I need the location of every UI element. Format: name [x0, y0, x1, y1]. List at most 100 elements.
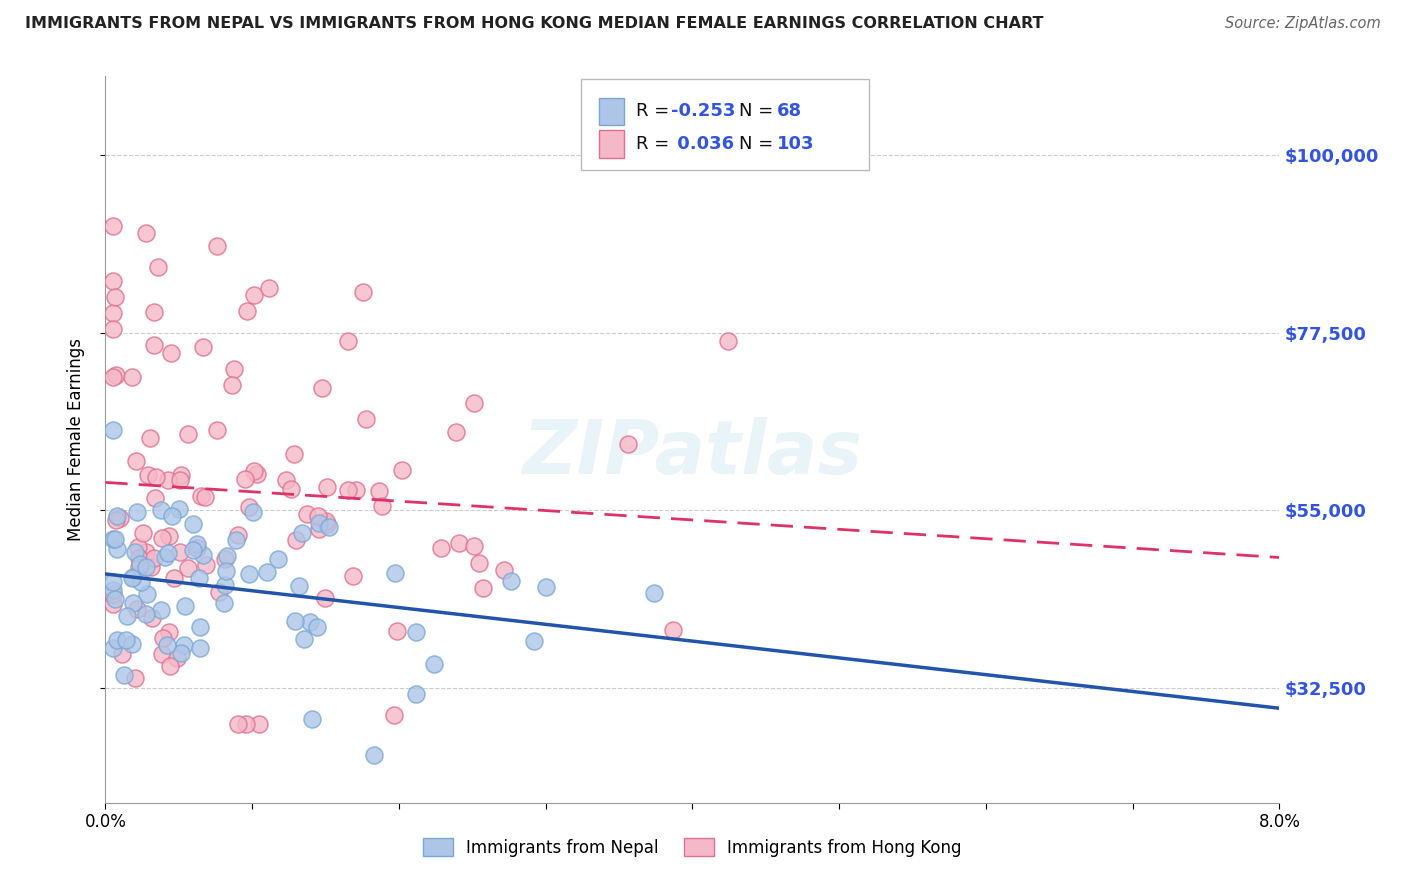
Point [221, 378, 243, 392]
Text: R =: R = [636, 103, 675, 120]
Point [523, 633, 546, 648]
Point [135, 586, 157, 600]
Point [138, 431, 160, 445]
Point [128, 551, 150, 566]
Point [188, 640, 211, 655]
Text: 68: 68 [778, 103, 801, 120]
Point [173, 638, 195, 652]
Point [115, 609, 138, 624]
Point [385, 624, 408, 639]
Point [143, 304, 166, 318]
Point [177, 426, 200, 441]
Point [249, 716, 271, 731]
Point [125, 505, 148, 519]
Point [405, 687, 427, 701]
Point [226, 527, 249, 541]
Point [121, 369, 143, 384]
Point [101, 306, 124, 320]
Point [150, 503, 173, 517]
Point [534, 580, 557, 594]
Text: ZIPatlas: ZIPatlas [523, 417, 862, 491]
Point [307, 508, 329, 523]
Point [225, 533, 247, 548]
Point [301, 712, 323, 726]
FancyBboxPatch shape [599, 97, 624, 125]
Point [308, 523, 330, 537]
Point [214, 578, 236, 592]
Point [190, 489, 212, 503]
Point [430, 541, 453, 556]
Point [150, 531, 173, 545]
Point [103, 597, 125, 611]
Point [191, 340, 214, 354]
Point [121, 637, 143, 651]
Point [368, 483, 391, 498]
Point [214, 552, 236, 566]
Point [157, 529, 180, 543]
Point [101, 575, 124, 590]
Point [145, 470, 167, 484]
Point [463, 396, 485, 410]
Text: R =: R = [636, 136, 675, 153]
Point [299, 615, 322, 630]
Point [170, 646, 193, 660]
Point [423, 657, 446, 671]
Point [101, 586, 124, 600]
Point [280, 483, 302, 497]
Point [311, 381, 333, 395]
Point [115, 633, 138, 648]
Point [336, 334, 359, 349]
Point [222, 362, 245, 376]
Point [167, 501, 190, 516]
Point [105, 632, 128, 647]
Point [405, 624, 427, 639]
Point [295, 507, 318, 521]
Point [181, 517, 204, 532]
Legend: Immigrants from Nepal, Immigrants from Hong Kong: Immigrants from Nepal, Immigrants from H… [416, 831, 969, 863]
Point [125, 454, 148, 468]
Point [283, 447, 305, 461]
Point [284, 614, 307, 628]
Point [169, 473, 191, 487]
FancyBboxPatch shape [599, 130, 624, 158]
Point [288, 579, 311, 593]
Point [170, 467, 193, 482]
Point [138, 468, 160, 483]
Point [344, 483, 367, 498]
FancyBboxPatch shape [581, 79, 869, 170]
Point [617, 437, 640, 451]
Point [181, 543, 204, 558]
Point [101, 423, 124, 437]
Point [131, 575, 153, 590]
Point [105, 368, 128, 382]
Point [193, 490, 215, 504]
Point [371, 499, 394, 513]
Point [104, 533, 127, 547]
Point [108, 511, 131, 525]
Point [233, 472, 256, 486]
Point [274, 473, 297, 487]
Point [318, 520, 340, 534]
Point [384, 566, 406, 581]
Point [499, 574, 522, 588]
Point [143, 491, 166, 506]
Point [242, 288, 264, 302]
Point [238, 500, 260, 514]
Point [104, 290, 127, 304]
Point [186, 537, 208, 551]
Point [308, 516, 330, 530]
Point [717, 334, 740, 348]
Point [153, 549, 176, 564]
Point [186, 541, 208, 556]
Point [143, 338, 166, 352]
Point [101, 370, 124, 384]
Point [128, 559, 150, 574]
Point [152, 647, 174, 661]
Point [188, 571, 211, 585]
Point [174, 599, 197, 613]
Point [142, 551, 165, 566]
Point [643, 586, 665, 600]
Point [259, 281, 281, 295]
Point [104, 592, 127, 607]
Point [163, 571, 186, 585]
